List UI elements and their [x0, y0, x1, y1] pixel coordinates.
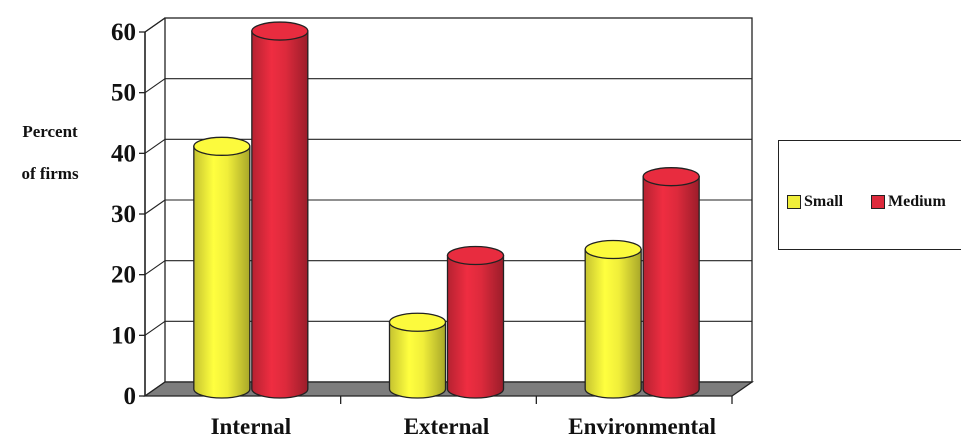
bar-small-external	[388, 321, 447, 399]
y-tick-label-30: 30	[111, 201, 136, 228]
side-grid-30	[144, 199, 166, 215]
side-grid-20	[144, 260, 166, 276]
x-category-label-environmental: Environmental	[568, 414, 716, 439]
bar-medium-external	[446, 254, 505, 399]
y-axis-title-line-2: of firms	[21, 164, 79, 183]
y-axis-title-line-1: Percent	[22, 122, 78, 141]
side-wall-top	[144, 17, 166, 33]
x-category-label-internal: Internal	[211, 414, 292, 439]
bar-medium-environmental	[642, 176, 700, 399]
y-tick-label-10: 10	[111, 322, 136, 349]
x-category-label-external: External	[404, 414, 490, 439]
legend: Small Medium	[778, 140, 961, 250]
side-grid-40	[144, 138, 166, 154]
bar-small-internal	[193, 145, 251, 399]
legend-item-medium: Medium	[871, 193, 946, 211]
bar-top-small-external	[388, 312, 447, 332]
y-tick-label-0: 0	[124, 383, 137, 410]
bar-small-environmental	[584, 248, 642, 399]
y-tick-label-40: 40	[111, 140, 136, 167]
side-grid-50	[144, 78, 166, 94]
legend-item-small: Small	[787, 193, 843, 211]
bar-top-small-internal	[193, 136, 251, 156]
bar-top-medium-external	[446, 245, 505, 266]
y-tick-label-50: 50	[111, 80, 136, 107]
bar-top-medium-environmental	[642, 167, 700, 187]
legend-label-small: Small	[804, 193, 844, 210]
y-tick-label-20: 20	[111, 262, 136, 289]
bar-medium-internal	[251, 30, 309, 399]
legend-label-medium: Medium	[888, 193, 946, 210]
y-tick-label-60: 60	[111, 19, 136, 46]
bar-top-medium-internal	[251, 21, 309, 41]
legend-swatch-small	[787, 195, 801, 209]
legend-swatch-medium	[871, 195, 885, 209]
bar-top-small-environmental	[584, 239, 642, 260]
side-grid-10	[144, 320, 166, 336]
